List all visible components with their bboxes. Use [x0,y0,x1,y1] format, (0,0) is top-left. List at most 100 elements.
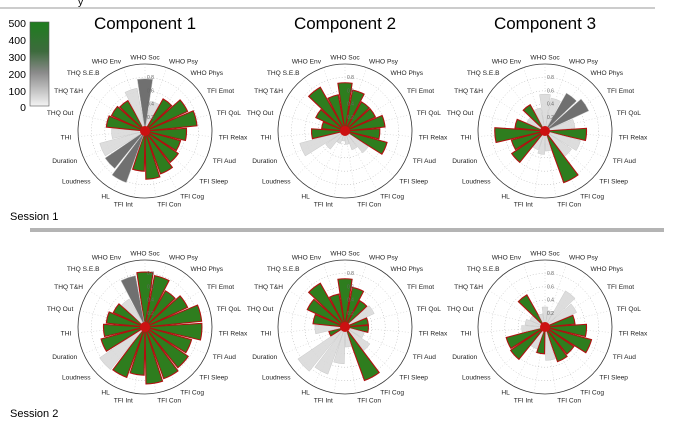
polar-grid-spoke [544,114,610,132]
colorbar-tick: 200 [8,69,26,81]
axis-label: HL [501,193,510,200]
axis-label: TFI Emot [207,284,234,291]
polar-bar-tfi-sleep [144,130,180,164]
axis-label: TFI Aud [413,354,436,361]
polar-grid-spoke [344,274,387,328]
polar-bar-who-soc [337,278,353,328]
axis-label: TFI Int [114,397,133,404]
axis-label: TFI Cog [180,193,204,200]
polar-panel: 0.2 0.4 0.6 0.8 WHO Soc WHO Psy WHO Phys TFI Em… [47,54,248,208]
component-title-1: Component 1 [94,14,196,33]
colorbar-tick: 100 [8,86,26,98]
polar-bar-tfi-aud [344,130,388,155]
axis-label: THQ Out [247,110,274,117]
axis-label: THQ S.E.B [467,70,500,77]
axis-label: TFI Sleep [599,374,628,381]
polar-bar-tfi-con [344,326,352,348]
radial-tick-label: 0.2 [147,311,154,317]
axis-label: WHO Soc [530,54,560,61]
polar-bar-tfi-relax [544,323,588,338]
axis-label: THQ T&H [454,284,483,291]
axis-label: THQ S.E.B [267,266,300,273]
polar-grid-spoke [488,94,546,132]
axis-label: TFI Cog [380,389,404,396]
axis-label: TFI Aud [213,158,236,165]
polar-bar-tfi-sleep [344,326,371,351]
radial-tick-label: 0.8 [347,75,354,81]
axis-label: HL [301,389,310,396]
polar-bar-tfi-relax [344,324,369,334]
polar-bar-tfi-emot [544,98,590,132]
polar-bar-thq-t-h [526,117,546,132]
axis-label: THQ T&H [54,284,83,291]
axis-label: THI [61,134,72,141]
axis-label: TFI Int [314,397,333,404]
axis-label: TFI Sleep [599,178,628,185]
polar-bar-tfi-emot [544,303,577,328]
axis-label: THQ S.E.B [67,266,100,273]
axis-label: WHO Env [292,58,322,65]
polar-bar-who-env [327,94,346,132]
polar-bar-tfi-int [333,326,346,365]
polar-bar-thi [494,127,546,144]
axis-label: TFI Sleep [399,178,428,185]
axis-label: TFI Con [557,397,581,404]
axis-label: WHO Env [92,254,122,261]
axis-label: WHO Env [292,254,322,261]
radial-tick-label: 0.4 [547,298,554,304]
polar-bar-thi [521,325,546,333]
polar-grid-spoke [344,290,402,328]
axis-label: WHO Phys [391,70,424,77]
polar-bar-who-env [124,87,146,132]
polar-panel: 0.2 0.4 0.6 0.8 WHO Soc WHO Psy WHO Phys TFI Em… [247,250,448,404]
axis-label: Duration [52,158,77,165]
polar-grid-spoke [512,130,546,191]
axis-label: THQ S.E.B [467,266,500,273]
radial-tick-label: 0.6 [547,284,554,290]
polar-bar-who-phys [544,92,577,132]
polar-grid-spoke [488,290,546,328]
axis-label: TFI Relax [619,330,648,337]
polar-grid-spoke [503,78,546,132]
axis-label: TFI QoL [417,306,442,313]
colorbar-gradient [29,21,50,107]
polar-grid-ring [291,77,399,185]
polar-bar-thq-out [524,318,546,328]
axis-label: TFI QoL [617,110,642,117]
axis-label: HL [301,193,310,200]
axis-label: TFI Emot [607,88,634,95]
polar-bar-who-soc [136,271,154,328]
polar-bar-tfi-qol [144,304,203,328]
polar-bar-duration [505,326,546,350]
polar-bar-tfi-cog [344,326,380,382]
axis-label: Loudness [62,178,91,185]
polar-center [340,126,350,136]
polar-grid-spoke [144,67,167,132]
colorbar-tick: 0 [20,102,26,114]
polar-panel: 0.2 0.4 0.6 0.8 WHO Soc WHO Psy WHO Phys TFI Em… [247,54,448,208]
polar-bar-thq-s-e-b [307,86,346,132]
axis-label: TFI Int [114,201,133,208]
polar-bar-tfi-emot [144,99,189,132]
axis-label: TFI Emot [207,88,234,95]
polar-bar-thq-out [105,115,146,132]
axis-label: THQ T&H [254,88,283,95]
polar-bar-who-phys [544,290,576,328]
radial-tick-label: 0.8 [547,75,554,81]
polar-bar-hl [314,326,346,375]
axis-label: THI [461,134,472,141]
axis-label: THQ Out [447,110,474,117]
polar-grid-spoke [344,310,410,328]
polar-bar-who-psy [344,89,365,132]
polar-bar-who-psy [544,97,561,132]
polar-grid-spoke [480,310,546,328]
axis-label: TFI Sleep [199,178,228,185]
polar-grid-spoke [344,130,357,198]
axis-label: TFI Int [514,201,533,208]
axis-label: TFI Int [514,397,533,404]
polar-bar-loudness [99,326,146,371]
polar-bar-hl [112,326,146,379]
polar-bar-duration [510,130,546,151]
axis-label: Duration [452,158,477,165]
